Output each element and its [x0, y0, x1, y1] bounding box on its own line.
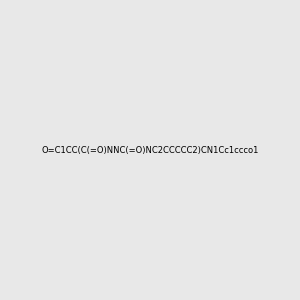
Text: O=C1CC(C(=O)NNC(=O)NC2CCCCC2)CN1Cc1ccco1: O=C1CC(C(=O)NNC(=O)NC2CCCCC2)CN1Cc1ccco1	[41, 146, 259, 154]
